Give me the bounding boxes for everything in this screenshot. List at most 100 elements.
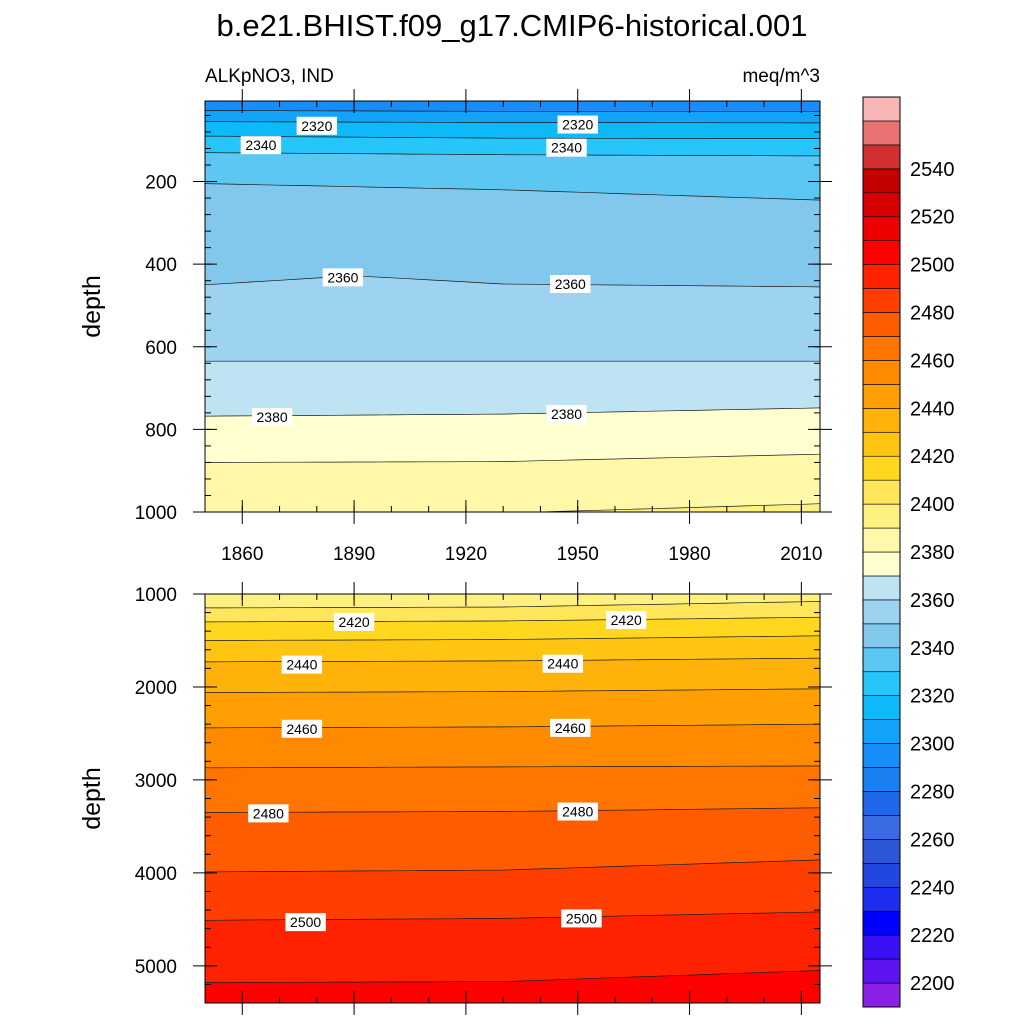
- colorbar-swatch-2520: [862, 192, 901, 218]
- colorbar-swatch-2380: [862, 527, 901, 553]
- lower-contour-2415: [205, 616, 820, 623]
- contour-label-box: [251, 407, 293, 426]
- colorbar-swatch-2360: [862, 575, 901, 601]
- contour-label-box: [561, 909, 602, 928]
- x-tick-label: 1980: [668, 544, 710, 565]
- lower-contour-label-7: 2480: [557, 802, 598, 821]
- colorbar-frame: [862, 96, 901, 1008]
- colorbar-swatch-2350: [862, 599, 901, 625]
- colorbar-label-2380: 2380: [910, 542, 955, 564]
- contour-label-text: 2460: [286, 721, 317, 737]
- colorbar-swatch-2540: [862, 144, 901, 170]
- colorbar-label-2220: 2220: [910, 925, 955, 947]
- colorbar-swatch-2550: [862, 120, 901, 146]
- upper-contour-label-0: 2320: [296, 116, 338, 135]
- contour-label-box: [546, 405, 587, 424]
- chart-title: b.e21.BHIST.f09_g17.CMIP6-historical.001: [216, 8, 807, 43]
- y-tick-label: 600: [145, 338, 177, 359]
- upper-contour-label-3: 2340: [546, 138, 587, 157]
- contour-label-box: [546, 138, 587, 157]
- colorbar-swatch-2240: [862, 863, 901, 888]
- y-axis-title: depth: [78, 767, 106, 830]
- y-tick-label: 1000: [135, 503, 177, 524]
- lower-contour-label-3: 2440: [542, 654, 584, 673]
- upper-contour-2355: [205, 275, 820, 288]
- colorbar-swatch-2320: [862, 671, 901, 696]
- contour-label-box: [285, 913, 326, 932]
- y-tick-label: 2000: [135, 678, 177, 699]
- contour-label-box: [333, 612, 375, 631]
- lower-contour-2425: [205, 635, 820, 641]
- contour-label-text: 2340: [245, 137, 276, 153]
- colorbar-swatch-2270: [862, 791, 901, 816]
- lower-contour-label-9: 2500: [561, 909, 602, 928]
- colorbar-label-2200: 2200: [910, 973, 955, 995]
- colorbar-label-2260: 2260: [910, 829, 955, 851]
- colorbar-label-2480: 2480: [910, 303, 955, 325]
- upper-contour-label-1: 2320: [557, 115, 598, 134]
- y-tick-label: 1000: [135, 585, 177, 606]
- contour-label-text: 2380: [257, 409, 288, 425]
- colorbar-label-2240: 2240: [910, 877, 955, 899]
- contour-label-text: 2340: [551, 140, 582, 156]
- contour-label-text: 2420: [611, 612, 642, 628]
- y-tick-label: 5000: [135, 957, 177, 978]
- contour-label-box: [557, 802, 598, 821]
- upper-contour-label-7: 2380: [546, 405, 587, 424]
- contour-label-box: [281, 719, 323, 738]
- contour-label-text: 2440: [286, 657, 317, 673]
- colorbar-label-2300: 2300: [910, 734, 955, 756]
- lower-contour-label-6: 2480: [248, 804, 289, 823]
- colorbar-swatch-2230: [862, 886, 901, 912]
- colorbar-swatch-2340: [862, 623, 901, 649]
- colorbar-label-2360: 2360: [910, 590, 955, 612]
- contour-label-box: [550, 274, 591, 293]
- x-tick-label: 1890: [333, 544, 375, 565]
- colorbar-label-2400: 2400: [910, 494, 955, 516]
- lower-contour-label-1: 2420: [605, 611, 647, 630]
- colorbar: 2200 2220 2240 2260 2280 2300 2320 2340 2360 2380…: [862, 96, 955, 1008]
- colorbar-label-2500: 2500: [910, 255, 955, 277]
- colorbar-swatch-2400: [862, 479, 901, 505]
- colorbar-label-2320: 2320: [910, 686, 955, 708]
- colorbar-swatch-2470: [862, 312, 901, 337]
- colorbar-label-2440: 2440: [910, 398, 955, 420]
- colorbar-swatch-2480: [862, 288, 901, 313]
- upper-contour-2395: [437, 503, 820, 512]
- x-tick-label: 1860: [221, 544, 263, 565]
- colorbar-swatch-2500: [862, 240, 901, 265]
- y-tick-label: 4000: [135, 864, 177, 885]
- upper-contour-label-5: 2360: [550, 274, 591, 293]
- colorbar-swatch-2430: [862, 408, 901, 433]
- colorbar-swatch-2390: [862, 503, 901, 529]
- upper-contour-label-4: 2360: [322, 268, 364, 287]
- colorbar-label-2420: 2420: [910, 446, 955, 468]
- contour-label-box: [248, 804, 289, 823]
- lower-contour-label-4: 2460: [281, 719, 323, 738]
- colorbar-label-2460: 2460: [910, 350, 955, 372]
- colorbar-swatch-2440: [862, 384, 901, 409]
- colorbar-swatch-2560: [862, 96, 901, 122]
- upper-frame: [204, 100, 821, 513]
- contour-label-box: [322, 268, 364, 287]
- colorbar-swatch-2260: [862, 815, 901, 840]
- colorbar-swatch-2250: [862, 839, 901, 864]
- upper-band-2385: [205, 454, 820, 512]
- lower-contour-label-0: 2420: [333, 612, 375, 631]
- colorbar-label-2540: 2540: [910, 159, 955, 181]
- lower-contour-label-8: 2500: [285, 913, 326, 932]
- contour-label-text: 2500: [290, 914, 321, 930]
- contour-label-box: [557, 115, 598, 134]
- contour-label-text: 2360: [327, 269, 358, 285]
- upper-contour-2305: [205, 110, 820, 112]
- colorbar-swatch-2200: [862, 958, 901, 984]
- contour-label-box: [550, 718, 591, 737]
- colorbar-swatch-2300: [862, 719, 901, 744]
- upper-panel: 2320 2320 2340 2340 2360 2360 2380 2380 200 400 60…: [78, 89, 832, 565]
- colorbar-swatch-2410: [862, 455, 901, 481]
- contour-label-text: 2320: [562, 117, 593, 133]
- y-tick-label: 800: [145, 420, 177, 441]
- lower-contour-label-2: 2440: [281, 655, 323, 674]
- colorbar-swatch-2370: [862, 551, 901, 577]
- units-label: meq/m^3: [742, 66, 820, 87]
